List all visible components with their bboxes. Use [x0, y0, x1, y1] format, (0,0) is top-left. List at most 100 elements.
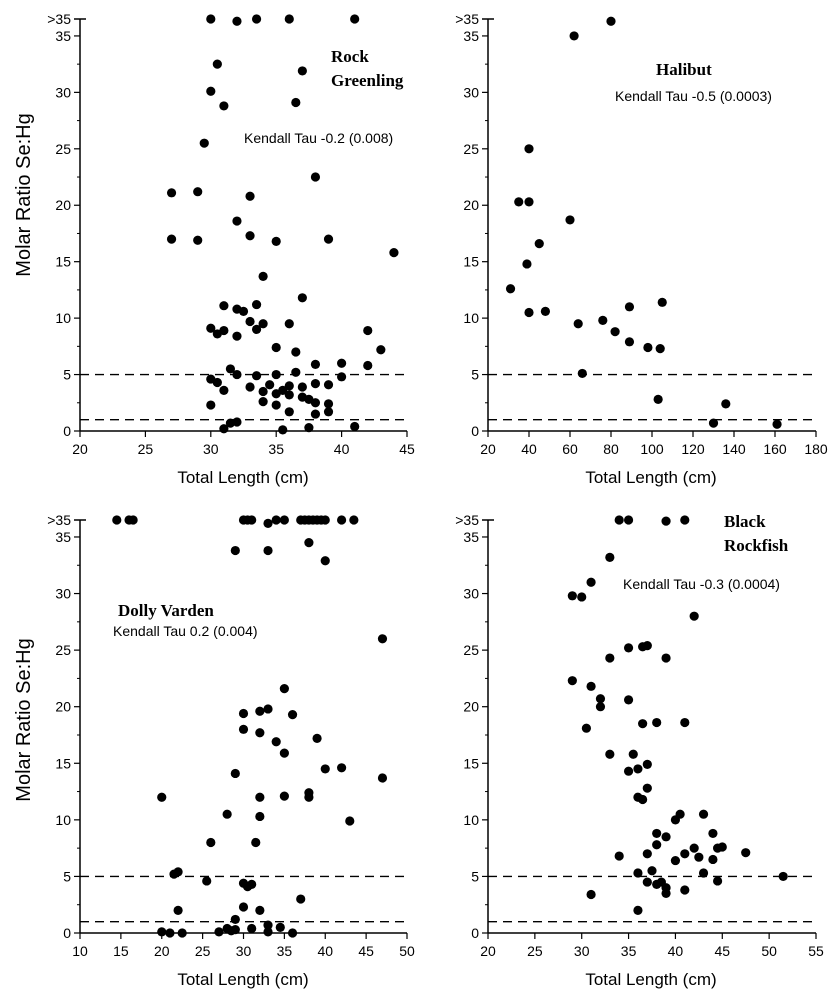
data-point-rock-greenling [310, 359, 321, 370]
x-tick-label-rock-greenling-30: 30 [203, 441, 219, 457]
data-point-halibut [643, 342, 653, 353]
panel-halibut: 0 5 10 15 20 25 30 35>35 20 40 60 80 100 120 140 160 180… [455, 11, 828, 487]
data-point-rock-greenling [212, 329, 222, 339]
x-tick-label-halibut-60: 60 [562, 441, 578, 457]
y-tick-label-dolly-varden-30: 30 [55, 586, 71, 602]
data-point-halibut [772, 419, 782, 429]
data-point-black-rockfish [628, 749, 638, 759]
data-point-rock-greenling [232, 369, 242, 380]
data-point-black-rockfish [708, 854, 718, 865]
data-point-black-rockfish [741, 848, 751, 858]
data-point-rock-greenling [251, 324, 262, 335]
y-tick-label-halibut-20: 20 [463, 197, 479, 213]
data-point-rock-greenling [278, 425, 288, 435]
points-halibut [505, 16, 782, 429]
data-point-dolly-varden [287, 710, 298, 720]
data-point-rock-greenling [271, 369, 281, 380]
data-point-dolly-varden [255, 792, 265, 802]
data-point-dolly-varden [238, 708, 249, 719]
data-point-dolly-varden [230, 545, 240, 556]
data-point-black-rockfish [652, 717, 662, 728]
data-point-black-rockfish [680, 717, 690, 728]
data-point-black-rockfish [567, 676, 577, 686]
data-point-dolly-varden [202, 876, 212, 886]
data-point-halibut [524, 307, 534, 318]
data-point-dolly-varden [255, 905, 265, 915]
data-point-halibut [708, 418, 719, 428]
points-black-rockfish [567, 515, 788, 915]
data-point-dolly-varden [112, 515, 122, 525]
x-tick-label-halibut-120: 120 [681, 441, 705, 457]
data-point-black-rockfish [633, 868, 643, 878]
data-point-dolly-varden [165, 928, 175, 938]
data-point-rock-greenling [323, 380, 334, 390]
panel-title-dolly-varden: Dolly Varden [118, 601, 214, 620]
panel-title-rock-greenling-line1: Rock [331, 47, 369, 66]
x-axis-label-dolly-varden: Total Length (cm) [177, 970, 308, 989]
y-tick-label-black-rockfish-25: 25 [463, 642, 479, 658]
y-tick-label-dolly-varden-10: 10 [55, 812, 71, 828]
data-point-rock-greenling [193, 235, 203, 245]
data-point-dolly-varden [173, 905, 183, 915]
data-point-halibut [569, 31, 579, 41]
data-point-dolly-varden [312, 733, 322, 743]
data-point-dolly-varden [230, 768, 240, 779]
data-point-rock-greenling [219, 424, 229, 434]
data-point-rock-greenling [304, 423, 314, 433]
data-point-black-rockfish [652, 879, 662, 889]
data-point-rock-greenling [206, 14, 216, 24]
data-point-black-rockfish [633, 764, 643, 774]
data-point-rock-greenling [212, 59, 222, 69]
data-point-dolly-varden [287, 928, 298, 938]
y-tick-label-halibut-5: 5 [471, 367, 479, 383]
x-tick-label-black-rockfish-35: 35 [621, 943, 637, 959]
data-point-rock-greenling [219, 301, 229, 311]
reference-lines-halibut [488, 373, 816, 421]
data-point-rock-greenling [310, 172, 321, 182]
data-point-dolly-varden [263, 920, 273, 930]
data-point-rock-greenling [166, 188, 177, 198]
data-point-rock-greenling [337, 358, 347, 368]
data-point-dolly-varden [157, 927, 167, 937]
data-point-dolly-varden [263, 518, 273, 528]
data-point-rock-greenling [219, 385, 229, 395]
data-point-rock-greenling [232, 216, 242, 226]
data-point-dolly-varden [177, 928, 187, 938]
data-point-dolly-varden [263, 545, 273, 556]
data-point-halibut [657, 297, 667, 307]
data-point-black-rockfish [595, 702, 606, 712]
data-point-black-rockfish [595, 694, 606, 704]
data-point-black-rockfish [778, 871, 788, 882]
data-point-halibut [624, 302, 635, 312]
data-point-black-rockfish [567, 591, 577, 601]
data-point-rock-greenling [363, 360, 373, 371]
data-point-black-rockfish [670, 815, 681, 825]
y-tick-label-black-rockfish-20: 20 [463, 699, 479, 715]
data-point-rock-greenling [284, 407, 294, 417]
data-point-rock-greenling [251, 371, 262, 381]
data-point-dolly-varden [337, 763, 347, 773]
data-point-black-rockfish [605, 749, 615, 759]
y-tick-label-rock-greenling-20: 20 [55, 197, 71, 213]
x-tick-label-dolly-varden-10: 10 [72, 943, 88, 959]
x-tick-label-dolly-varden-35: 35 [277, 943, 293, 959]
data-point-black-rockfish [680, 849, 690, 859]
y-tick-label-black-rockfish-0: 0 [471, 925, 479, 941]
data-point-black-rockfish [661, 516, 671, 526]
x-tick-label-dolly-varden-40: 40 [317, 943, 333, 959]
y-tick-label-dolly-varden-25: 25 [55, 642, 71, 658]
data-point-rock-greenling [278, 385, 288, 395]
data-point-dolly-varden [206, 837, 216, 848]
data-point-dolly-varden [251, 837, 261, 848]
x-tick-label-dolly-varden-45: 45 [358, 943, 374, 959]
data-point-black-rockfish [614, 851, 624, 861]
data-point-black-rockfish [689, 611, 699, 621]
x-tick-label-halibut-180: 180 [804, 441, 828, 457]
data-point-black-rockfish [642, 759, 652, 770]
overflow-tick-label-dolly-varden: >35 [47, 512, 71, 528]
y-tick-label-rock-greenling-10: 10 [55, 310, 71, 326]
data-point-black-rockfish [642, 783, 652, 793]
data-point-dolly-varden [275, 922, 285, 932]
data-point-rock-greenling [297, 66, 307, 76]
